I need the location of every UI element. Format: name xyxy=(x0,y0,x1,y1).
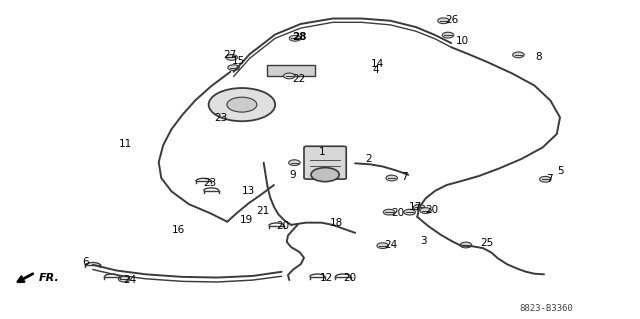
Text: 16: 16 xyxy=(172,225,185,235)
Bar xyxy=(268,65,316,76)
Circle shape xyxy=(438,18,449,24)
Text: 4: 4 xyxy=(372,65,379,75)
Circle shape xyxy=(118,276,130,282)
Text: 14: 14 xyxy=(371,59,385,69)
Circle shape xyxy=(284,73,295,79)
Circle shape xyxy=(442,32,454,38)
Text: 13: 13 xyxy=(242,186,255,197)
Text: 25: 25 xyxy=(480,238,493,248)
Circle shape xyxy=(228,65,239,70)
Circle shape xyxy=(289,35,301,41)
Text: 5: 5 xyxy=(557,166,563,176)
Circle shape xyxy=(311,168,339,182)
Text: 22: 22 xyxy=(292,74,305,84)
Text: 11: 11 xyxy=(119,138,132,149)
Circle shape xyxy=(386,175,397,181)
Text: FR.: FR. xyxy=(38,273,59,283)
Circle shape xyxy=(383,209,395,215)
Text: 8823-B3360: 8823-B3360 xyxy=(519,304,573,313)
Text: 7: 7 xyxy=(401,172,408,182)
Circle shape xyxy=(540,176,551,182)
Circle shape xyxy=(227,97,257,112)
Text: 28: 28 xyxy=(292,32,307,42)
Text: 26: 26 xyxy=(445,15,458,25)
Text: 17: 17 xyxy=(408,202,422,212)
Text: 3: 3 xyxy=(420,236,427,246)
Text: 20: 20 xyxy=(426,205,439,215)
Circle shape xyxy=(460,242,472,248)
Text: 24: 24 xyxy=(124,275,137,285)
Circle shape xyxy=(209,88,275,121)
Circle shape xyxy=(377,243,388,249)
Circle shape xyxy=(420,208,431,213)
Text: 12: 12 xyxy=(320,272,333,283)
Circle shape xyxy=(413,204,425,210)
Text: 24: 24 xyxy=(384,240,397,250)
Text: 20: 20 xyxy=(343,272,356,283)
Text: 8: 8 xyxy=(535,52,541,62)
Circle shape xyxy=(226,55,237,60)
Text: 1: 1 xyxy=(319,146,325,157)
Text: 20: 20 xyxy=(276,221,290,232)
Circle shape xyxy=(404,209,415,215)
Text: 27: 27 xyxy=(223,50,237,60)
Text: 19: 19 xyxy=(240,215,253,225)
Text: 23: 23 xyxy=(204,178,217,189)
Text: 23: 23 xyxy=(214,113,228,123)
Text: 18: 18 xyxy=(330,218,343,228)
Text: 9: 9 xyxy=(289,170,296,180)
Text: 7: 7 xyxy=(546,174,552,184)
Text: 6: 6 xyxy=(82,256,88,267)
Text: 15: 15 xyxy=(232,56,245,66)
Text: 20: 20 xyxy=(391,208,404,218)
Text: 21: 21 xyxy=(256,205,269,216)
Circle shape xyxy=(289,160,300,166)
FancyBboxPatch shape xyxy=(304,146,346,179)
Text: 10: 10 xyxy=(456,36,469,46)
Text: 2: 2 xyxy=(365,154,371,165)
Circle shape xyxy=(513,52,524,58)
